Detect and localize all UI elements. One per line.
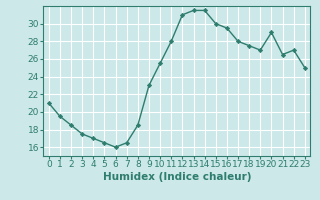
X-axis label: Humidex (Indice chaleur): Humidex (Indice chaleur)	[102, 172, 251, 182]
